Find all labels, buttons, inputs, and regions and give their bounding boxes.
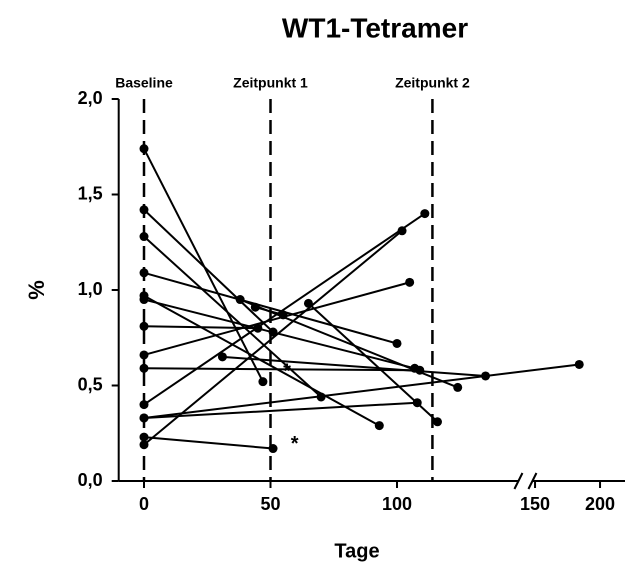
series-line (143, 401, 418, 419)
data-point (139, 440, 149, 450)
data-point (303, 298, 313, 308)
axis-break (513, 472, 524, 490)
chart-title: WT1-Tetramer (282, 12, 468, 43)
data-point (481, 371, 491, 381)
y-tick-label: 1,0 (78, 279, 103, 299)
data-point (139, 321, 149, 331)
data-point (139, 413, 149, 423)
series-line (143, 281, 410, 356)
data-point (139, 400, 149, 410)
annotation: * (291, 433, 299, 455)
axis-break (527, 472, 538, 490)
data-point (278, 310, 288, 320)
x-tick-label: 0 (139, 494, 149, 514)
x-axis-label: Tage (334, 540, 379, 562)
series-line (255, 306, 284, 316)
series-line (143, 325, 258, 330)
series-line (307, 302, 439, 423)
data-point (453, 382, 463, 392)
data-point (217, 352, 227, 362)
y-tick-label: 1,5 (78, 183, 103, 203)
series-line (143, 230, 403, 446)
y-axis-label: % (24, 280, 49, 300)
series-line (143, 271, 398, 345)
x-tick-label: 100 (382, 494, 412, 514)
data-point (432, 417, 442, 427)
data-point (139, 432, 149, 442)
series-line (143, 212, 426, 406)
data-point (574, 359, 584, 369)
data-point (139, 268, 149, 278)
data-point (250, 302, 260, 312)
data-point (268, 444, 278, 454)
data-point (374, 421, 384, 431)
series-line (143, 363, 580, 419)
series-line (143, 436, 274, 450)
data-point (420, 209, 430, 219)
series-line (143, 235, 322, 398)
series-line (239, 298, 459, 389)
series-line (143, 367, 420, 372)
data-point (139, 350, 149, 360)
reference-label: Baseline (115, 75, 173, 91)
data-point (235, 295, 245, 305)
data-point (405, 277, 415, 287)
series-line (143, 298, 415, 370)
data-point (139, 295, 149, 305)
y-tick-label: 0,5 (78, 374, 103, 394)
data-point (139, 232, 149, 242)
x-tick-label: 50 (260, 494, 280, 514)
annotation: * (283, 360, 291, 382)
y-tick-label: 0,0 (78, 470, 103, 490)
reference-label: Zeitpunkt 1 (233, 75, 308, 91)
x-tick-label: 150 (520, 494, 550, 514)
data-point (392, 338, 402, 348)
x-tick-label: 200 (585, 494, 615, 514)
data-point (258, 377, 268, 387)
data-point (139, 144, 149, 154)
reference-label: Zeitpunkt 2 (395, 75, 470, 91)
data-point (139, 205, 149, 215)
data-point (139, 363, 149, 373)
y-tick-label: 2,0 (78, 88, 103, 108)
series-line (143, 209, 274, 333)
series-line (222, 355, 486, 377)
